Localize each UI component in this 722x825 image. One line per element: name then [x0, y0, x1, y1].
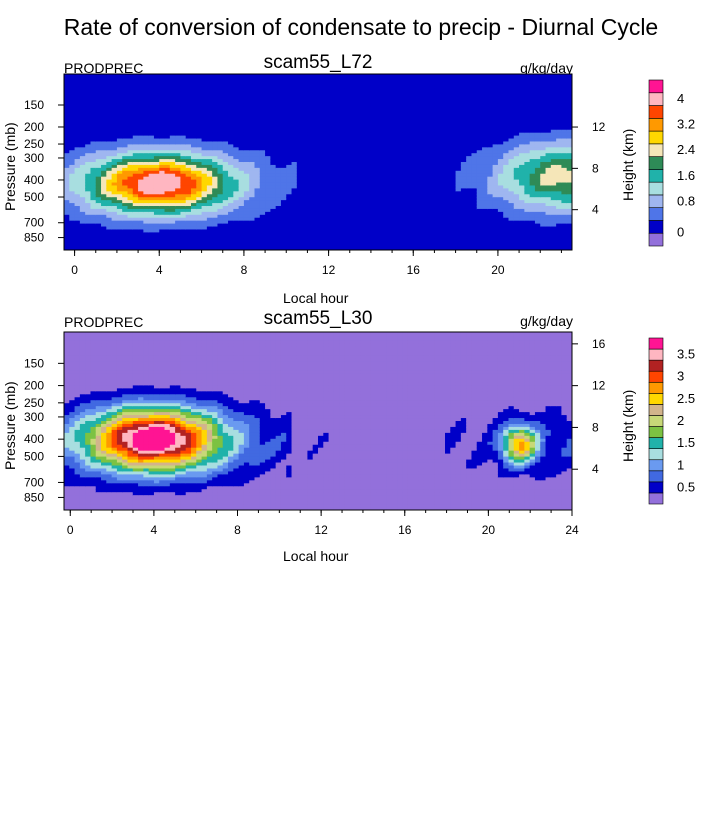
y-right-tick-label: 8 [592, 161, 599, 175]
contour-fill [64, 74, 572, 250]
variable-name: PRODPREC [64, 60, 144, 76]
x-tick-label: 12 [314, 523, 328, 537]
x-tick-label: 20 [491, 263, 505, 277]
variable-name: PRODPREC [64, 314, 144, 330]
colorbar-swatch [648, 404, 664, 416]
colorbar-swatch [648, 481, 664, 494]
colorbar-label: 4 [677, 91, 684, 106]
colorbar-swatch [648, 492, 664, 505]
y-tick-label: 150 [24, 356, 44, 370]
colorbar-label: 1.5 [677, 435, 695, 450]
colorbar-label: 0.5 [677, 479, 695, 494]
y-tick-label: 250 [24, 137, 44, 151]
colorbar-label: 2.4 [677, 142, 695, 157]
colorbar-swatch [648, 337, 664, 350]
colorbar-swatch [648, 448, 664, 461]
panel-subtitle: scam55_L72 [263, 52, 373, 73]
x-tick-label: 0 [71, 263, 78, 277]
colorbar-swatch [648, 359, 664, 372]
colorbar-swatch [648, 393, 664, 405]
colorbar-label: 3.5 [677, 347, 695, 362]
x-tick-label: 24 [565, 523, 579, 537]
x-tick-label: 8 [241, 263, 248, 277]
plot-frame [63, 73, 573, 251]
y-tick-label: 150 [24, 98, 44, 112]
y-tick-label: 700 [24, 475, 44, 489]
y-tick-label: 300 [24, 410, 44, 424]
y-tick-label: 300 [24, 151, 44, 165]
y-right-tick-label: 16 [592, 337, 606, 351]
contour-fill [64, 332, 572, 510]
units-label: g/kg/day [520, 60, 573, 76]
colorbar-swatch [648, 459, 664, 472]
colorbar-swatch [648, 437, 664, 449]
colorbar-swatch [648, 426, 664, 438]
y-right-tick-label: 12 [592, 120, 606, 134]
colorbar-swatch [648, 415, 664, 427]
y-tick-label: 250 [24, 396, 44, 410]
x-tick-label: 4 [151, 523, 158, 537]
panel-subtitle: scam55_L30 [263, 308, 373, 329]
units-label: g/kg/day [520, 313, 573, 329]
x-axis-label: Local hour [283, 548, 349, 564]
y-tick-label: 850 [24, 231, 44, 245]
colorbar-swatch [648, 381, 664, 394]
colorbar-label: 2.5 [677, 391, 695, 406]
y-tick-label: 200 [24, 120, 44, 134]
y-tick-label: 700 [24, 216, 44, 230]
y-right-tick-label: 12 [592, 379, 606, 393]
x-tick-label: 0 [67, 523, 74, 537]
panel-l30: PRODPREC scam55_L30 g/kg/day Local hour … [2, 308, 695, 564]
colorbar-label: 2 [677, 413, 684, 428]
panel-l72: PRODPREC scam55_L72 g/kg/day Local hour … [0, 0, 722, 306]
y-tick-label: 400 [24, 173, 44, 187]
y-right-tick-label: 4 [592, 462, 599, 476]
y-right-tick-label: 8 [592, 420, 599, 434]
colorbar-label: 3 [677, 369, 684, 384]
y-tick-label: 400 [24, 432, 44, 446]
y-tick-label: 200 [24, 379, 44, 393]
contour-plot-l30: 0 4 8 12 16 20 2415020025030040050070085048121… [24, 331, 695, 537]
x-tick-label: 12 [322, 263, 336, 277]
x-tick-label: 4 [156, 263, 163, 277]
x-tick-label: 16 [407, 263, 421, 277]
y-right-tick-label: 4 [592, 203, 599, 217]
colorbar-swatch [648, 79, 664, 94]
colorbar-swatch [648, 348, 664, 361]
colorbar-label: 0.8 [677, 193, 695, 208]
colorbar-label: 1.6 [677, 168, 695, 183]
x-axis-label: Local hour [283, 290, 349, 306]
colorbar-label: 1 [677, 457, 684, 472]
colorbar-swatch [648, 370, 664, 383]
y-tick-label: 500 [24, 190, 44, 204]
x-tick-label: 8 [234, 523, 241, 537]
colorbar-swatch [648, 470, 664, 483]
y-tick-label: 850 [24, 490, 44, 504]
x-tick-label: 16 [398, 523, 412, 537]
plot-frame [63, 331, 573, 511]
colorbar-label: 3.2 [677, 117, 695, 132]
main-title: Rate of conversion of condensate to prec… [63, 14, 659, 40]
colorbar-label: 0 [677, 225, 684, 240]
y-tick-label: 500 [24, 449, 44, 463]
x-tick-label: 20 [482, 523, 496, 537]
